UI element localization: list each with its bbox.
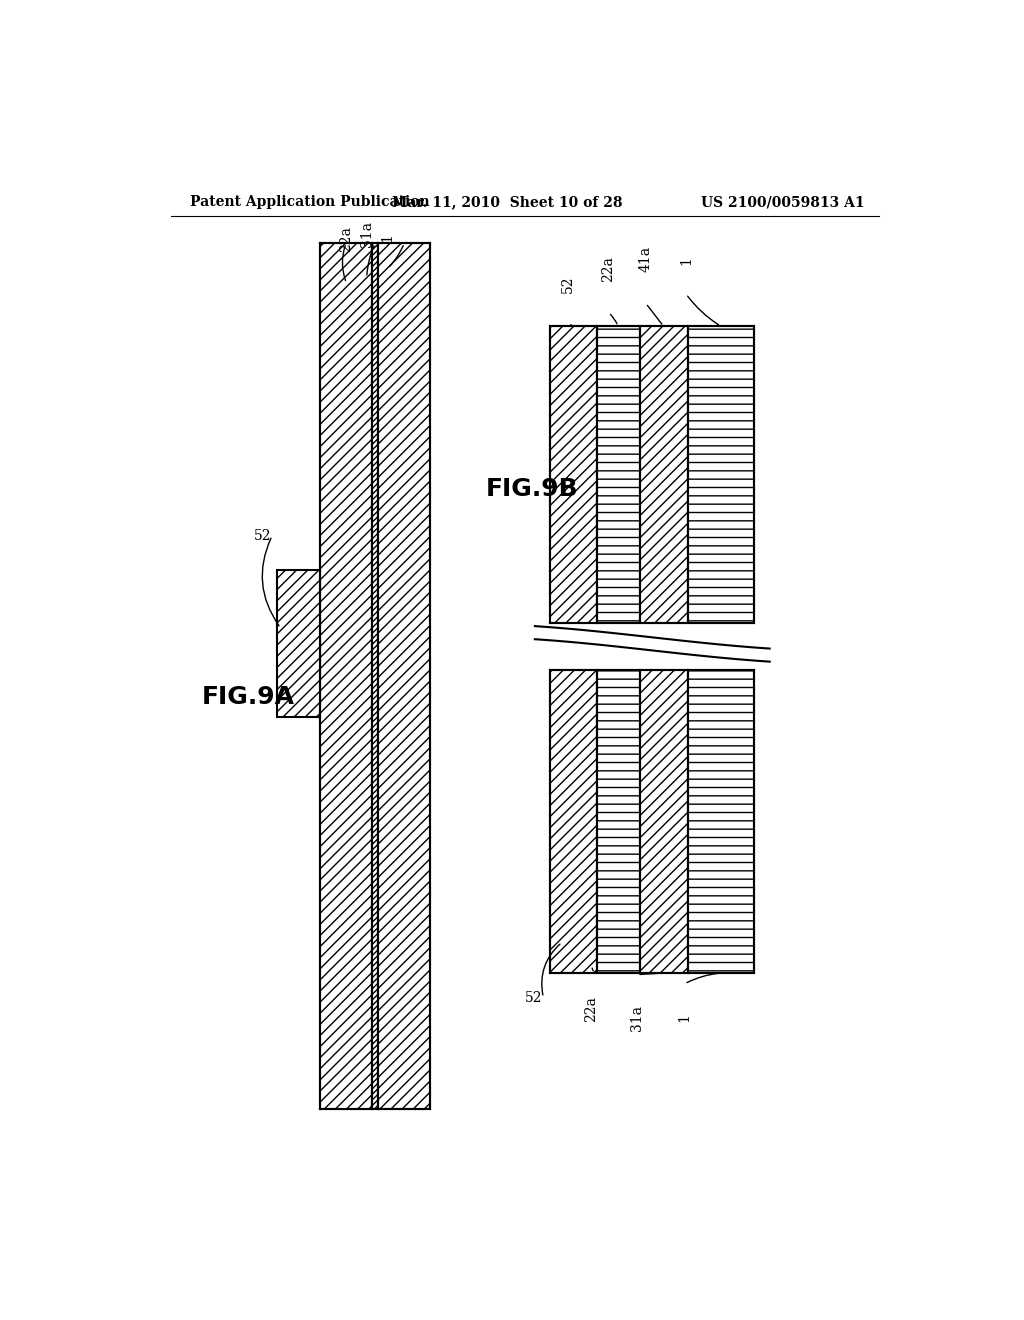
Polygon shape <box>597 326 640 623</box>
Text: FIG.9B: FIG.9B <box>486 478 579 502</box>
Polygon shape <box>687 326 755 623</box>
Text: 31a: 31a <box>359 220 374 247</box>
Text: US 2100/0059813 A1: US 2100/0059813 A1 <box>700 195 864 210</box>
Text: Patent Application Publication: Patent Application Publication <box>190 195 430 210</box>
Text: 41a: 41a <box>639 247 652 272</box>
Polygon shape <box>597 671 640 973</box>
Text: Mar. 11, 2010  Sheet 10 of 28: Mar. 11, 2010 Sheet 10 of 28 <box>392 195 623 210</box>
Polygon shape <box>378 243 430 1109</box>
Polygon shape <box>640 671 687 973</box>
Polygon shape <box>640 326 687 623</box>
Polygon shape <box>372 243 378 1109</box>
Text: 52: 52 <box>561 276 575 293</box>
Text: 1: 1 <box>679 256 693 264</box>
Polygon shape <box>321 243 372 1109</box>
Polygon shape <box>687 671 755 973</box>
Polygon shape <box>550 671 597 973</box>
Text: 31a: 31a <box>630 1006 644 1031</box>
Polygon shape <box>550 326 597 623</box>
Polygon shape <box>276 570 321 717</box>
Text: 1: 1 <box>678 1014 691 1022</box>
Text: FIG.9A: FIG.9A <box>202 685 295 709</box>
Text: 52: 52 <box>254 529 271 543</box>
Text: 22a: 22a <box>601 256 615 281</box>
Text: 1: 1 <box>381 232 394 242</box>
Text: 22a: 22a <box>585 997 598 1022</box>
Text: 22a: 22a <box>340 227 353 252</box>
Text: 52: 52 <box>525 991 543 1005</box>
